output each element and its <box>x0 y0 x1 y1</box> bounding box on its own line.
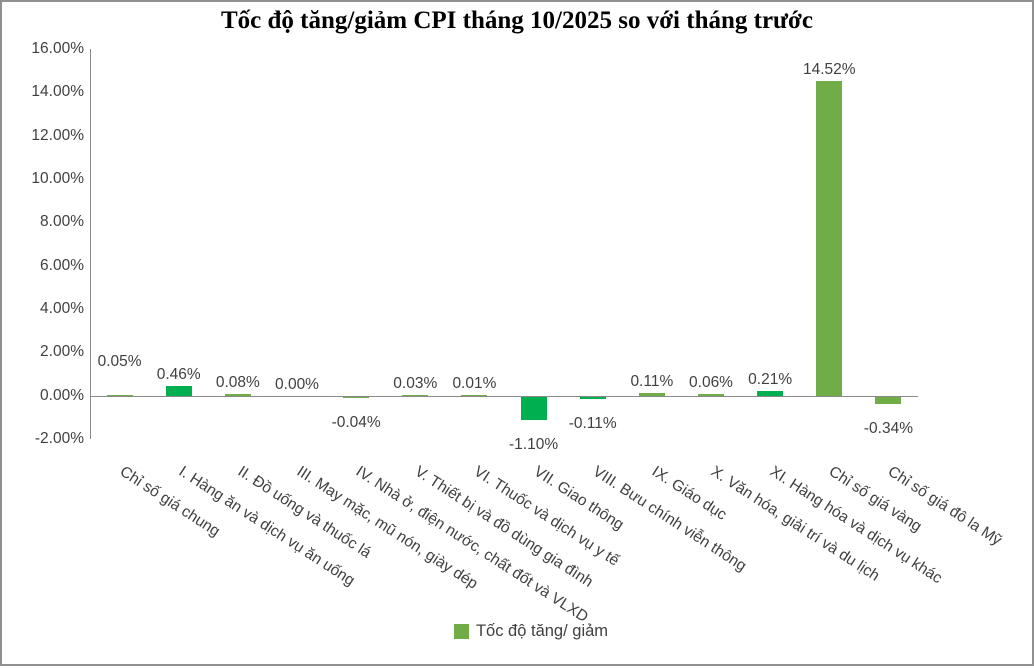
bar <box>402 395 428 396</box>
legend-label: Tốc độ tăng/ giảm <box>476 622 608 641</box>
bar <box>225 394 251 396</box>
value-label: -0.34% <box>846 419 930 438</box>
y-tick-label: 10.00% <box>31 169 84 189</box>
bar <box>166 386 192 396</box>
value-label: -1.10% <box>492 435 576 454</box>
x-axis-line <box>90 396 918 397</box>
bar <box>521 397 547 421</box>
legend: Tốc độ tăng/ giảm <box>16 622 1034 641</box>
y-axis-line <box>90 49 91 439</box>
y-tick-label: 0.00% <box>40 386 84 406</box>
y-tick-label: 12.00% <box>31 126 84 146</box>
bar <box>343 397 369 398</box>
bar <box>107 395 133 396</box>
y-tick-label: 16.00% <box>31 39 84 59</box>
value-label: 0.00% <box>255 375 339 394</box>
value-label: 0.01% <box>432 374 516 393</box>
bar <box>875 397 901 404</box>
y-tick-label: 8.00% <box>40 212 84 232</box>
bar <box>816 81 842 396</box>
value-label: -0.11% <box>551 414 635 433</box>
y-tick-label: -2.00% <box>35 429 84 449</box>
bar <box>757 391 783 396</box>
y-tick-label: 14.00% <box>31 82 84 102</box>
bar <box>580 397 606 399</box>
legend-swatch-icon <box>454 624 469 639</box>
y-tick-label: 6.00% <box>40 256 84 276</box>
bar <box>639 393 665 395</box>
bar <box>698 394 724 395</box>
value-label: 14.52% <box>787 60 871 79</box>
value-label: 0.21% <box>728 370 812 389</box>
value-label: -0.04% <box>314 413 398 432</box>
category-label: Chỉ số giá chung <box>116 463 223 541</box>
y-tick-label: 4.00% <box>40 299 84 319</box>
